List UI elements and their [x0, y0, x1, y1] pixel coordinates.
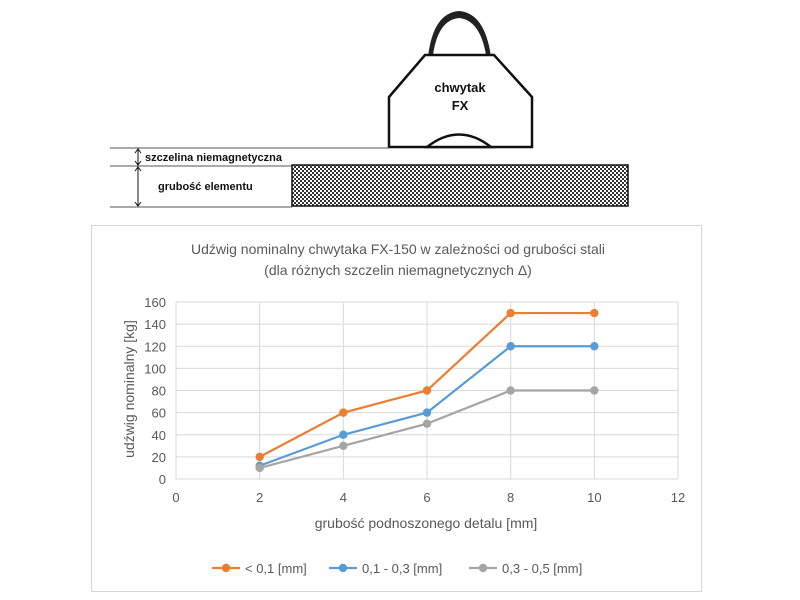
legend-label-2: 0,1 - 0,3 [mm] [362, 561, 442, 576]
y-tick-label: 20 [152, 450, 166, 465]
x-tick-label: 6 [423, 490, 430, 505]
y-tick-label: 120 [144, 339, 166, 354]
x-tick-label: 8 [507, 490, 514, 505]
y-tick-label: 140 [144, 317, 166, 332]
thickness-label: grubość elementu [158, 181, 253, 193]
series-3-point [422, 419, 432, 428]
gripper-notch [423, 133, 495, 149]
chart-ticks: 0 20 40 60 80 100 120 140 160 0 2 4 6 8 10 12 [144, 295, 685, 505]
legend-marker-2 [338, 563, 348, 573]
series-1-point [590, 308, 599, 318]
legend-label-3: 0,3 - 0,5 [mm] [502, 561, 582, 576]
gap-arrow-down [134, 160, 142, 166]
x-tick-label: 4 [340, 490, 347, 505]
series-1-point [339, 408, 348, 417]
series-2-point [422, 408, 432, 417]
gripper-label-line1: chwytak [434, 80, 486, 95]
series-2-point [506, 342, 515, 351]
y-tick-label: 60 [152, 406, 166, 421]
gap-label: szczelina niemagnetyczna [145, 152, 283, 164]
x-tick-label: 2 [256, 490, 263, 505]
legend-marker-1 [221, 563, 231, 573]
series-3-point [506, 386, 515, 395]
series-2-point [339, 430, 348, 439]
thickness-arrow-down [134, 201, 142, 207]
series-1-point [506, 308, 515, 318]
y-tick-label: 40 [152, 428, 166, 443]
legend-label-1: < 0,1 [mm] [245, 561, 307, 576]
series-1-point [422, 386, 432, 395]
y-tick-label: 160 [144, 295, 166, 310]
thickness-arrow-up [134, 166, 142, 172]
series-3-point [590, 386, 599, 395]
y-tick-label: 80 [152, 384, 166, 399]
series-2-point [590, 342, 599, 351]
series-3-point [339, 441, 348, 451]
chart-legend: < 0,1 [mm] 0,1 - 0,3 [mm] 0,3 - 0,5 [mm] [212, 561, 582, 576]
y-tick-label: 0 [159, 472, 166, 487]
x-axis-label: grubość podnoszonego detalu [mm] [315, 515, 538, 531]
gripper-diagram: chwytak FX szczelina niemagnetyczna grub… [110, 11, 629, 208]
legend-marker-3 [478, 563, 488, 573]
series-3-point [255, 463, 264, 473]
chart-title-line2: (dla różnych szczelin niemagnetycznych Δ… [264, 262, 532, 278]
x-tick-label: 12 [671, 490, 685, 505]
x-tick-label: 10 [587, 490, 601, 505]
steel-element [291, 164, 629, 207]
chart: Udźwig nominalny chwytaka FX-150 w zależ… [121, 241, 685, 576]
chart-title-line1: Udźwig nominalny chwytaka FX-150 w zależ… [191, 241, 605, 257]
chart-series [255, 308, 599, 473]
y-tick-label: 100 [144, 361, 166, 376]
gripper-body [387, 53, 534, 149]
y-axis-label: udźwig nominalny [kg] [121, 320, 137, 458]
gap-arrow-up [134, 148, 142, 154]
series-1-point [255, 452, 264, 462]
chart-frame: Udźwig nominalny chwytaka FX-150 w zależ… [91, 225, 702, 592]
gripper-knob-inner [433, 18, 486, 55]
gripper-label-line2: FX [452, 98, 469, 113]
x-tick-label: 0 [172, 490, 179, 505]
